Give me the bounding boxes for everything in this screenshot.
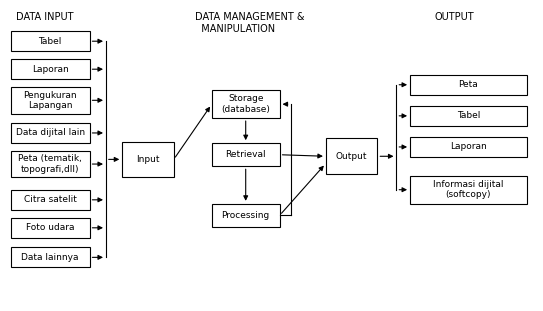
Text: Retrieval: Retrieval <box>225 150 266 159</box>
Bar <box>212 90 280 118</box>
Bar <box>212 143 280 166</box>
Bar <box>410 106 527 126</box>
Text: Storage
(database): Storage (database) <box>221 95 270 114</box>
Bar <box>410 137 527 157</box>
Text: Citra satelit: Citra satelit <box>24 195 77 204</box>
Bar <box>326 138 377 174</box>
Bar <box>11 151 90 177</box>
Bar <box>11 190 90 210</box>
Text: Input: Input <box>136 155 160 164</box>
Bar <box>11 123 90 143</box>
Bar <box>122 142 174 177</box>
Text: DATA INPUT: DATA INPUT <box>16 12 74 22</box>
Text: Output: Output <box>336 152 368 161</box>
Text: OUTPUT: OUTPUT <box>434 12 474 22</box>
Text: Informasi dijital
(softcopy): Informasi dijital (softcopy) <box>433 180 503 199</box>
Text: Data lainnya: Data lainnya <box>22 253 79 262</box>
Text: Laporan: Laporan <box>450 142 487 151</box>
Text: Laporan: Laporan <box>32 65 68 74</box>
Bar <box>11 87 90 114</box>
Text: Data dijital lain: Data dijital lain <box>16 128 85 137</box>
Text: Tabel: Tabel <box>457 111 480 120</box>
Bar <box>410 75 527 95</box>
Bar <box>11 59 90 79</box>
Text: Processing: Processing <box>222 211 270 220</box>
Text: Tabel: Tabel <box>39 37 62 46</box>
Text: Foto udara: Foto udara <box>26 223 74 232</box>
Bar <box>410 176 527 204</box>
Bar <box>11 247 90 267</box>
Text: DATA MANAGEMENT &
  MANIPULATION: DATA MANAGEMENT & MANIPULATION <box>195 12 305 34</box>
Text: Peta: Peta <box>458 80 478 89</box>
Bar <box>212 204 280 227</box>
Text: Pengukuran
Lapangan: Pengukuran Lapangan <box>23 91 77 110</box>
Text: Peta (tematik,
topografi,dll): Peta (tematik, topografi,dll) <box>18 154 82 174</box>
Bar <box>11 218 90 238</box>
Bar <box>11 31 90 51</box>
